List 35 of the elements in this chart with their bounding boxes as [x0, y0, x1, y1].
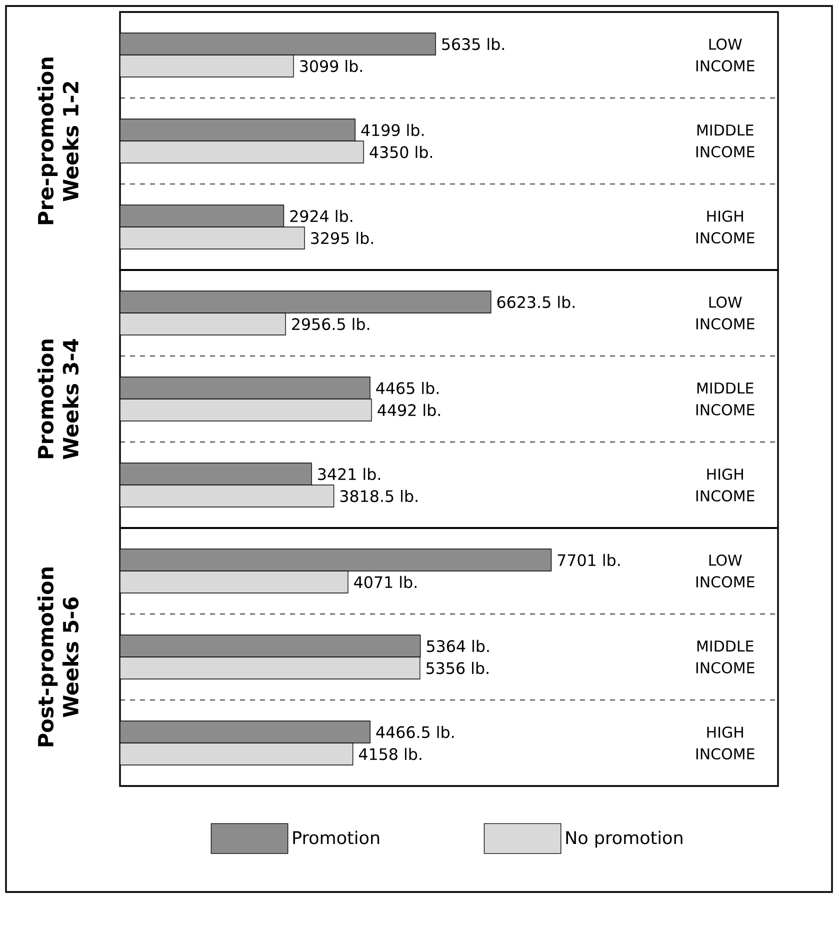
- data-label: 6623.5 lb.: [497, 296, 574, 308]
- data-label: 3421 lb.: [318, 468, 380, 480]
- data-label: 2924 lb.: [290, 210, 352, 222]
- data-label: 7701 lb.: [558, 554, 620, 566]
- y-tick-label: HIGH INCOME: [696, 210, 754, 244]
- data-label: 3818.5 lb.: [340, 490, 418, 502]
- data-label: 4465 lb.: [376, 382, 438, 394]
- y-tick-label: LOW INCOME: [696, 554, 754, 588]
- data-label: 4071 lb.: [354, 576, 416, 588]
- data-label: 5364 lb.: [426, 640, 489, 652]
- text: Weeks 3-4: [62, 339, 79, 460]
- data-label: 4492 lb.: [378, 404, 440, 416]
- y-tick-label: HIGH INCOME: [696, 468, 754, 502]
- y-tick-label: LOW INCOME: [696, 296, 754, 330]
- legend-label: No promotion: [566, 830, 682, 848]
- text: Pre-promotion: [37, 58, 58, 224]
- text: Post-promotion: [37, 567, 58, 746]
- data-label: 5635 lb.: [442, 38, 504, 50]
- data-label: 3099 lb.: [300, 60, 362, 72]
- data-label: 4199 lb.: [361, 124, 424, 136]
- data-label: 4158 lb.: [358, 748, 422, 760]
- legend-label: Promotion: [293, 830, 380, 844]
- y-tick-label: MIDDLE INCOME: [696, 640, 754, 674]
- text: Weeks 5-6: [62, 597, 79, 718]
- y-tick-label: LOW INCOME: [696, 38, 754, 72]
- y-tick-label: HIGH INCOME: [696, 726, 754, 760]
- data-label: 4350 lb.: [370, 146, 432, 158]
- data-label: 3295 lb.: [311, 232, 373, 244]
- y-tick-label: MIDDLE INCOME: [696, 382, 754, 416]
- data-label: 4466.5 lb.: [376, 726, 454, 738]
- data-label: 2956.5 lb.: [292, 318, 370, 330]
- data-label: 5356 lb.: [426, 662, 488, 674]
- text: Promotion: [37, 340, 54, 458]
- text: Weeks 1-2: [62, 82, 79, 202]
- y-tick-label: MIDDLE INCOME: [696, 124, 754, 158]
